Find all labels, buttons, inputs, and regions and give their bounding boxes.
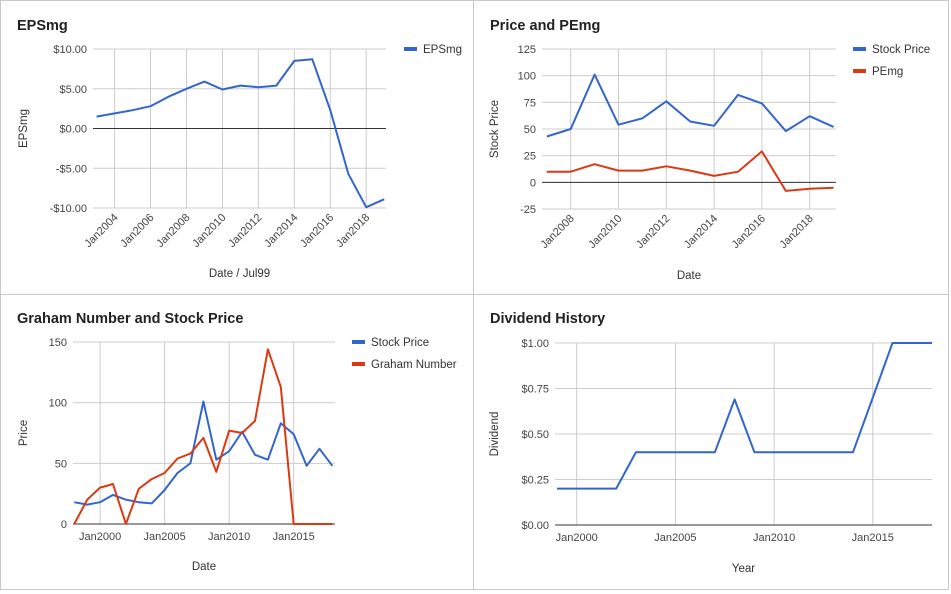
legend-label-stock-price: Stock Price xyxy=(371,337,429,349)
legend-label-stock-price: Stock Price xyxy=(872,44,930,56)
y-tick-label: 75 xyxy=(524,97,536,109)
y-tick-label: $0.50 xyxy=(521,429,549,441)
series-line-stock-price xyxy=(546,73,835,138)
series-line-dividend xyxy=(557,342,932,490)
y-tick-label: -$5.00 xyxy=(56,163,87,175)
x-tick-label: Jan2018 xyxy=(777,213,815,251)
y-tick-label: $10.00 xyxy=(53,44,87,56)
epsmg-chart: EPSmg$10.00$5.00$0.00-$5.00-$10.00Jan200… xyxy=(17,18,462,280)
x-tick-label: Jan2012 xyxy=(226,212,264,250)
dividend-history-chart-panel: Dividend History $1.00 $0.75 $0.50 $0.25 $0.0… xyxy=(473,294,949,590)
y-tick-label: 150 xyxy=(49,337,67,349)
x-tick-label: Jan2010 xyxy=(190,212,228,250)
y-tick-label: 0 xyxy=(61,519,67,531)
price-pemg-chart-title: Price and PEmg xyxy=(490,18,600,34)
y-tick-label: -25 xyxy=(520,204,536,216)
x-tick-label: Jan2005 xyxy=(654,532,696,544)
x-tick-label: Jan2010 xyxy=(586,213,624,251)
dividend-history-chart-title: Dividend History xyxy=(490,311,605,327)
y-axis-title: EPSmg xyxy=(18,109,30,148)
x-tick-label: Jan2000 xyxy=(79,531,121,543)
x-tick-label: Jan2006 xyxy=(118,212,156,250)
y-tick-label: 100 xyxy=(518,71,536,83)
x-axis-title: Year xyxy=(732,563,755,575)
y-axis-title: Stock Price xyxy=(489,100,501,158)
legend-swatch-stock-price xyxy=(352,340,365,344)
epsmg-chart-title: EPSmg xyxy=(17,18,68,34)
legend-swatch-epsmg xyxy=(404,47,417,51)
legend-label-epsmg: EPSmg xyxy=(423,44,462,56)
x-axis-title: Date xyxy=(677,270,701,282)
legend-label-graham-number: Graham Number xyxy=(371,359,457,371)
series-line-epsmg xyxy=(96,58,385,209)
x-tick-label: Jan2012 xyxy=(634,213,672,251)
x-axis-title: Date / Jul99 xyxy=(209,268,270,280)
y-tick-label: $1.00 xyxy=(521,338,549,350)
x-axis-title: Date xyxy=(192,561,216,573)
y-tick-label: 50 xyxy=(55,458,67,470)
y-tick-label: 25 xyxy=(524,151,536,163)
y-tick-label: -$10.00 xyxy=(50,203,87,215)
y-tick-label: 125 xyxy=(518,44,536,56)
y-tick-label: 50 xyxy=(524,124,536,136)
x-tick-label: Jan2016 xyxy=(298,212,336,250)
legend-swatch-graham-number xyxy=(352,362,365,366)
x-tick-label: Jan2015 xyxy=(273,531,315,543)
x-tick-label: Jan2015 xyxy=(852,532,894,544)
x-tick-label: Jan2005 xyxy=(144,531,186,543)
series-line-pemg xyxy=(546,150,834,192)
y-tick-label: $0.00 xyxy=(521,520,549,532)
graham-number-chart-title: Graham Number and Stock Price xyxy=(17,311,243,327)
series-line-graham-number xyxy=(73,348,333,525)
y-axis-title: Dividend xyxy=(489,412,501,457)
graham-number-chart-panel: Graham Number and Stock Price 150 100 50 0 Ja… xyxy=(0,294,474,590)
y-tick-label: 100 xyxy=(49,398,67,410)
x-tick-label: Jan2000 xyxy=(556,532,598,544)
dividend-history-chart: Dividend History $1.00 $0.75 $0.50 $0.25 $0.0… xyxy=(489,311,932,575)
legend-swatch-pemg xyxy=(853,69,866,73)
x-tick-label: Jan2004 xyxy=(82,212,120,250)
y-tick-label: $0.25 xyxy=(521,475,549,487)
x-tick-label: Jan2014 xyxy=(262,212,300,250)
price-pemg-chart-panel: Price and PEmg 125 100 75 50 25 0 -25 Jan2008 Jan… xyxy=(473,0,949,296)
epsmg-chart-panel: EPSmg $10.00 $5.00 $0.00 -$5.00 -$10.00 Jan200… xyxy=(0,0,474,296)
legend-swatch-stock-price xyxy=(853,47,866,51)
y-axis-title: Price xyxy=(18,420,30,446)
y-tick-label: $0.00 xyxy=(59,124,87,136)
y-tick-label: $0.75 xyxy=(521,384,549,396)
y-tick-label: 0 xyxy=(530,177,536,189)
x-tick-label: Jan2018 xyxy=(334,212,372,250)
x-tick-label: Jan2010 xyxy=(208,531,250,543)
x-tick-label: Jan2014 xyxy=(682,213,720,251)
graham-number-chart: Graham Number and Stock Price 150 100 50 0 Ja… xyxy=(17,311,457,573)
legend-label-pemg: PEmg xyxy=(872,66,903,78)
x-tick-label: Jan2008 xyxy=(538,213,576,251)
x-tick-label: Jan2016 xyxy=(730,213,768,251)
x-tick-label: Jan2010 xyxy=(753,532,795,544)
y-tick-label: $5.00 xyxy=(59,84,87,96)
x-tick-label: Jan2008 xyxy=(154,212,192,250)
